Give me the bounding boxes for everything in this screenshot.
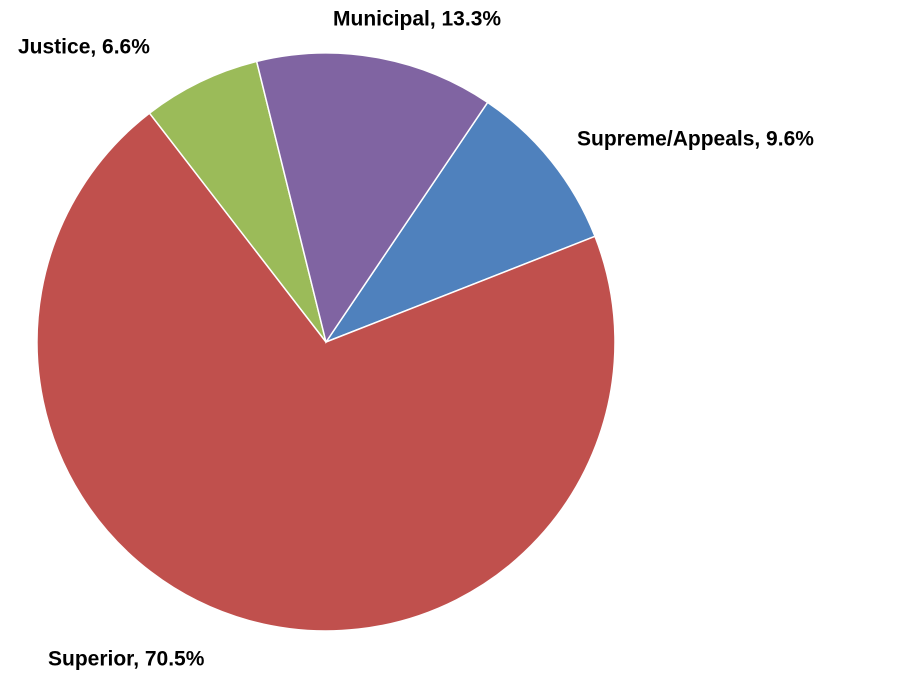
pie-slice	[148, 60, 327, 343]
pie-slice	[36, 112, 616, 632]
pie-slice	[324, 101, 596, 344]
slice-label: Supreme/Appeals, 9.6%	[577, 128, 814, 151]
slice-label: Superior, 70.5%	[48, 648, 205, 671]
pie-slice	[255, 52, 489, 344]
slice-label: Municipal, 13.3%	[333, 8, 501, 31]
slice-label: Justice, 6.6%	[18, 36, 150, 59]
